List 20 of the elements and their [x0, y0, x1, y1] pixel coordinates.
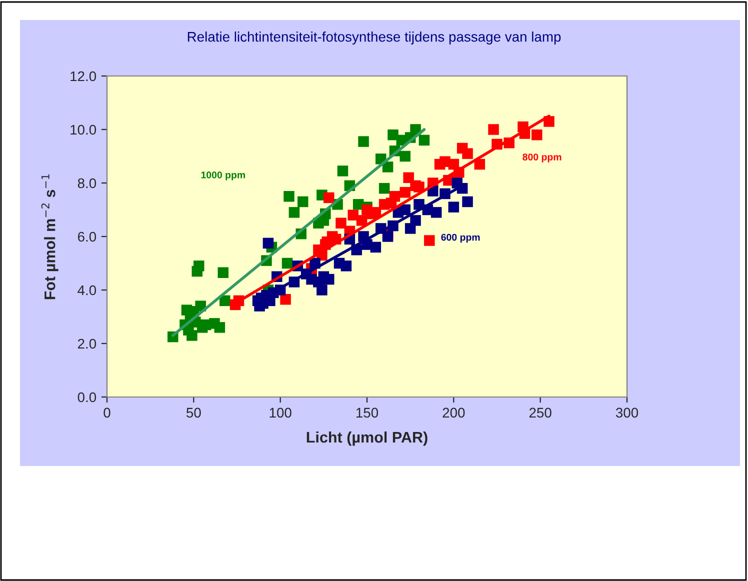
y-tick-label: 6.0	[78, 232, 96, 242]
series-label: 800 ppm	[522, 154, 562, 162]
chart-title: Relatie lichtintensiteit-fotosynthese tijdens passage van lamp	[188, 32, 561, 44]
y-tick-label: 4.0	[78, 285, 96, 296]
y-axis-title: Fot µmol m$^{−2}$ s$^{−1}$	[41, 174, 58, 300]
x-tick-label: 100	[270, 408, 292, 418]
x-axis-title: Licht (µmol PAR)	[306, 431, 428, 446]
y-tick-label: 10.0	[70, 124, 96, 135]
y-tick-label: 0.0	[78, 392, 96, 402]
x-tick-label: 0	[104, 408, 110, 418]
y-tick-label: 2.0	[78, 338, 96, 349]
y-tick-label: 8.0	[78, 178, 96, 188]
x-tick-label: 50	[186, 408, 201, 418]
x-tick-label: 300	[616, 408, 638, 418]
x-tick-label: 250	[529, 408, 552, 418]
x-tick-label: 200	[442, 408, 465, 418]
y-tick-label: 12.0	[70, 71, 96, 82]
series-label: 600 ppm	[441, 234, 480, 243]
text: 1000 ppm	[201, 171, 245, 180]
x-tick-label: 150	[356, 408, 378, 418]
